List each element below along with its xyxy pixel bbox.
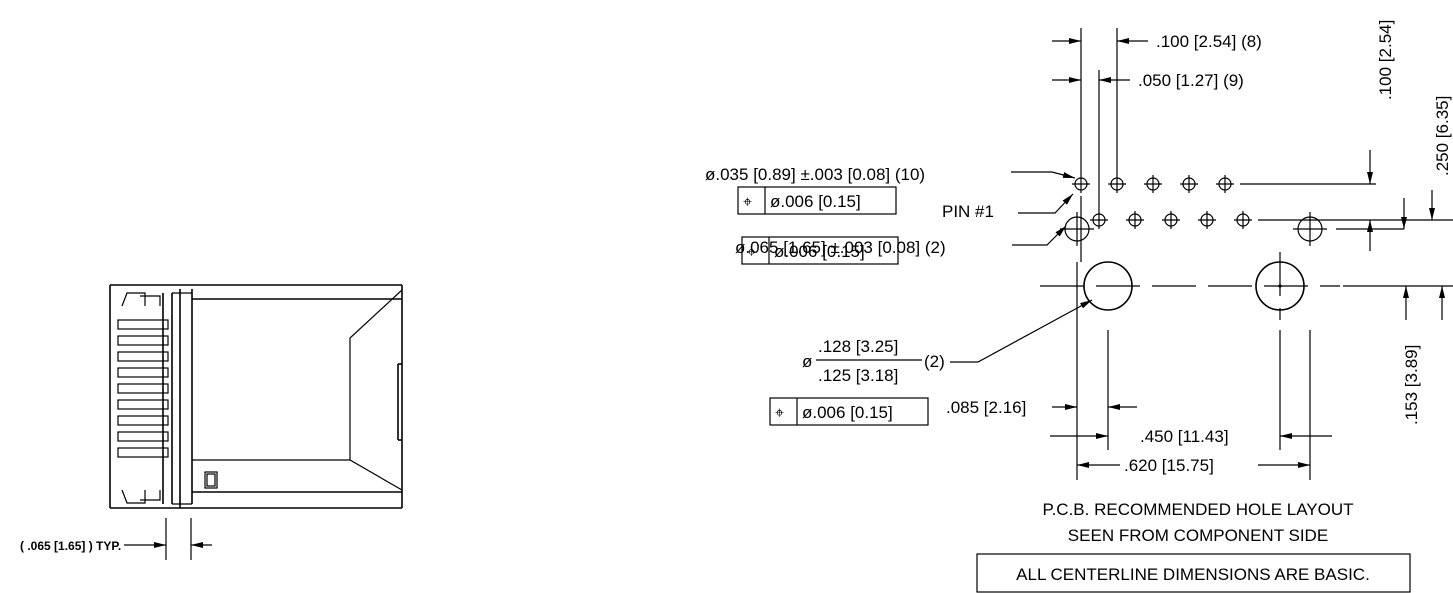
- side-view-pins: [117, 319, 169, 458]
- vertical-100-dimension: .100 [2.54]: [1376, 20, 1395, 100]
- large-holes: [1040, 252, 1453, 320]
- dim-085: .085 [2.16]: [946, 398, 1026, 417]
- dim-620: .620 [15.75]: [1124, 456, 1214, 475]
- stagger-050-dimension: .050 [1.27] (9): [1138, 71, 1244, 90]
- large-hole-dia-symbol: ø: [802, 352, 812, 371]
- small-hole-callout: ø.035 [0.89] ±.003 [0.08] (10): [705, 165, 925, 184]
- large-hole-lower-limit: .125 [3.18]: [818, 366, 898, 385]
- layout-title-line-2: SEEN FROM COMPONENT SIDE: [1068, 526, 1328, 545]
- position-icon: ⌖: [747, 242, 756, 261]
- layout-title-line-1: P.C.B. RECOMMENDED HOLE LAYOUT: [1042, 500, 1353, 519]
- mid-hole-tolerance: ø.006 [0.15]: [774, 242, 865, 261]
- position-icon: ⌖: [775, 403, 784, 422]
- mid-hole-fcf: ⌖ ø.006 [0.15]: [741, 236, 899, 265]
- large-hole-tolerance: ø.006 [0.15]: [802, 403, 893, 422]
- pcb-hole-layout: .100 [2.54] (8) .050 [1.27] (9) .100 [2.…: [705, 20, 1453, 593]
- large-hole-upper-limit: .128 [3.25]: [818, 337, 898, 356]
- typ-dimension-label: ( .065 [1.65] ) TYP.: [20, 539, 121, 553]
- vertical-250-dimension: .250 [6.35]: [1433, 96, 1452, 176]
- side-view: ( .065 [1.65] ) TYP.: [20, 284, 403, 560]
- position-icon: ⌖: [743, 192, 752, 211]
- mid-holes: [1060, 212, 1404, 246]
- pin-1-label: PIN #1: [942, 202, 994, 221]
- basic-dimensions-note: ALL CENTERLINE DIMENSIONS ARE BASIC.: [1016, 565, 1370, 584]
- dim-450: .450 [11.43]: [1140, 427, 1229, 446]
- small-hole-fcf: ⌖ ø.006 [0.15]: [737, 186, 897, 215]
- small-holes-row-1: [1072, 175, 1376, 193]
- small-holes-row-2: [1090, 211, 1453, 229]
- vertical-153-dimension: .153 [3.89]: [1402, 345, 1421, 425]
- mid-hole-callout: ø.065 [1.65] ±.003 [0.08] (2): [735, 238, 946, 257]
- large-hole-fcf: ⌖ ø.006 [0.15]: [769, 397, 929, 426]
- pitch-100-dimension: .100 [2.54] (8): [1156, 32, 1262, 51]
- large-hole-quantity: (2): [924, 352, 945, 371]
- small-hole-tolerance: ø.006 [0.15]: [770, 192, 861, 211]
